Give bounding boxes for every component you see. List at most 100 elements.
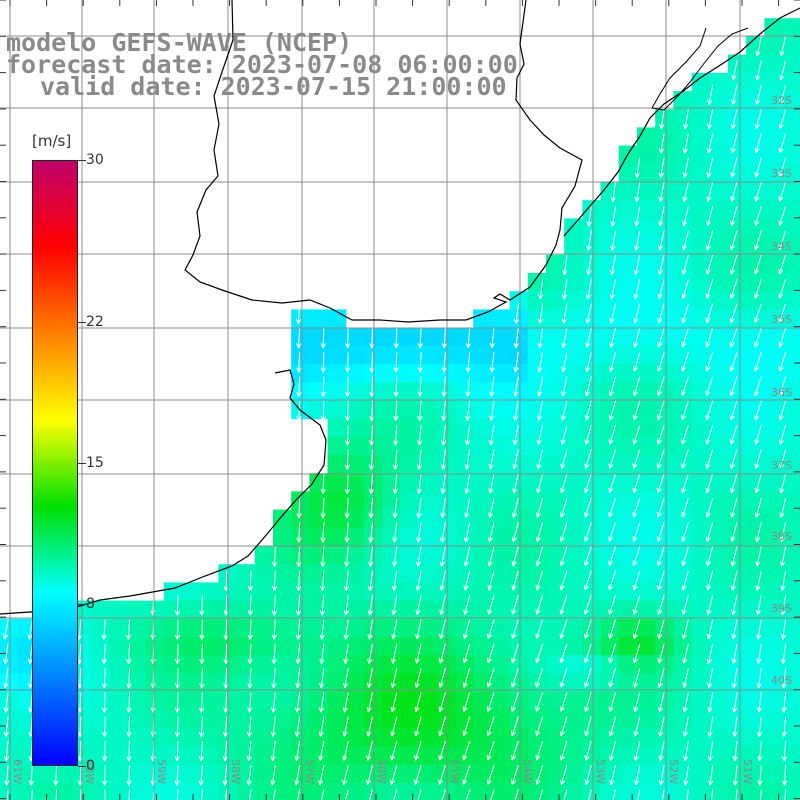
wind-arrow bbox=[608, 473, 616, 494]
wind-arrow bbox=[511, 595, 519, 615]
wind-speed-cell bbox=[182, 691, 201, 711]
wind-speed-cell bbox=[709, 564, 729, 583]
wind-speed-cell bbox=[618, 691, 638, 711]
wind-arrow bbox=[705, 449, 714, 469]
wind-arrow bbox=[535, 595, 544, 615]
wind-speed-cell bbox=[364, 618, 383, 638]
wind-arrow bbox=[584, 400, 592, 421]
wind-arrow bbox=[440, 497, 446, 518]
wind-speed-cell bbox=[127, 673, 147, 693]
wind-speed-cell bbox=[546, 455, 565, 474]
wind-speed-cell bbox=[364, 527, 383, 547]
wind-speed-cell bbox=[691, 509, 711, 529]
wind-speed-cell bbox=[455, 582, 474, 602]
wind-arrow bbox=[486, 692, 495, 712]
wind-arrow bbox=[174, 740, 180, 762]
wind-speed-cell bbox=[491, 546, 511, 565]
wind-speed-cell bbox=[673, 473, 693, 492]
wind-speed-cell bbox=[764, 145, 784, 165]
wind-arrow bbox=[707, 668, 714, 689]
wind-speed-cell bbox=[582, 291, 602, 310]
wind-speed-cell bbox=[673, 746, 693, 765]
wind-speed-cell bbox=[728, 200, 747, 219]
wind-arrow bbox=[319, 643, 325, 664]
wind-arrow bbox=[583, 619, 592, 639]
wind-arrow bbox=[583, 522, 592, 542]
wind-arrow bbox=[486, 740, 495, 761]
wind-speed-cell bbox=[618, 254, 638, 274]
wind-speed-cell bbox=[582, 418, 602, 438]
wind-speed-cell bbox=[600, 254, 620, 274]
wind-speed-cell bbox=[600, 782, 620, 800]
wind-speed-cell bbox=[673, 564, 693, 583]
wind-speed-cell bbox=[364, 637, 383, 656]
wind-arrow bbox=[320, 352, 326, 373]
wind-speed-cell bbox=[145, 691, 165, 711]
wind-speed-cell bbox=[546, 564, 565, 583]
wind-speed-cell bbox=[709, 273, 729, 292]
colorbar-tick-label: 22 bbox=[86, 313, 104, 330]
wind-arrow bbox=[174, 668, 181, 689]
wind-arrow bbox=[366, 692, 373, 713]
wind-speed-cell bbox=[655, 127, 674, 147]
wind-arrow bbox=[391, 619, 398, 640]
wind-speed-cell bbox=[673, 364, 693, 383]
wind-speed-cell bbox=[236, 600, 256, 620]
wind-arrow bbox=[657, 595, 665, 615]
wind-speed-cell bbox=[637, 709, 656, 729]
wind-speed-cell bbox=[491, 673, 511, 693]
wind-arrow bbox=[369, 425, 375, 446]
wind-speed-cell bbox=[527, 709, 547, 729]
wind-speed-cell bbox=[546, 436, 565, 456]
wind-arrow bbox=[489, 400, 495, 421]
wind-speed-cell bbox=[600, 273, 620, 292]
wind-speed-cell bbox=[145, 673, 165, 693]
wind-speed-cell bbox=[600, 291, 620, 310]
wind-arrow bbox=[729, 327, 738, 348]
wind-speed-cell bbox=[291, 691, 310, 711]
wind-speed-cell bbox=[764, 327, 784, 347]
wind-arrow bbox=[535, 643, 544, 664]
wind-speed-cell bbox=[746, 728, 765, 747]
wind-speed-cell bbox=[509, 345, 529, 365]
longitude-label: 61W bbox=[11, 759, 24, 784]
wind-arrow bbox=[438, 765, 446, 785]
wind-speed-cell bbox=[691, 673, 711, 693]
wind-arrow bbox=[393, 425, 399, 446]
wind-arrow bbox=[755, 522, 762, 543]
wind-speed-cell bbox=[455, 364, 474, 383]
wind-speed-cell bbox=[200, 600, 219, 620]
wind-speed-cell bbox=[236, 746, 256, 765]
wind-speed-cell bbox=[709, 655, 729, 674]
wind-speed-cell bbox=[764, 709, 784, 729]
longitude-label: 51W bbox=[741, 759, 754, 784]
wind-speed-cell bbox=[582, 491, 602, 511]
wind-speed-cell bbox=[491, 564, 511, 583]
wind-speed-cell bbox=[691, 527, 711, 547]
wind-arrow bbox=[657, 303, 665, 324]
wind-arrow bbox=[705, 303, 714, 324]
wind-speed-cell bbox=[673, 309, 693, 329]
wind-speed-cell bbox=[436, 418, 456, 438]
wind-arrow bbox=[416, 497, 422, 519]
colorbar-tick-label: 8 bbox=[86, 596, 95, 613]
wind-speed-cell bbox=[327, 455, 347, 474]
wind-speed-cell bbox=[709, 291, 729, 310]
wind-speed-cell bbox=[400, 709, 420, 729]
wind-arrow bbox=[417, 400, 423, 421]
wind-arrow bbox=[705, 230, 714, 251]
wind-speed-cell bbox=[455, 473, 474, 492]
wind-speed-cell bbox=[546, 327, 565, 347]
wind-speed-cell bbox=[473, 782, 492, 800]
colorbar-tick-mark bbox=[78, 604, 86, 606]
wind-speed-cell bbox=[473, 491, 492, 511]
wind-arrow bbox=[320, 570, 326, 592]
wind-speed-cell bbox=[236, 782, 256, 800]
wind-speed-cell bbox=[473, 382, 492, 401]
wind-speed-cell bbox=[400, 564, 420, 583]
latitude-label: 32S bbox=[771, 94, 792, 107]
wind-speed-cell bbox=[200, 582, 219, 602]
wind-speed-cell bbox=[436, 582, 456, 602]
wind-speed-cell bbox=[309, 691, 329, 711]
wind-speed-cell bbox=[491, 691, 511, 711]
